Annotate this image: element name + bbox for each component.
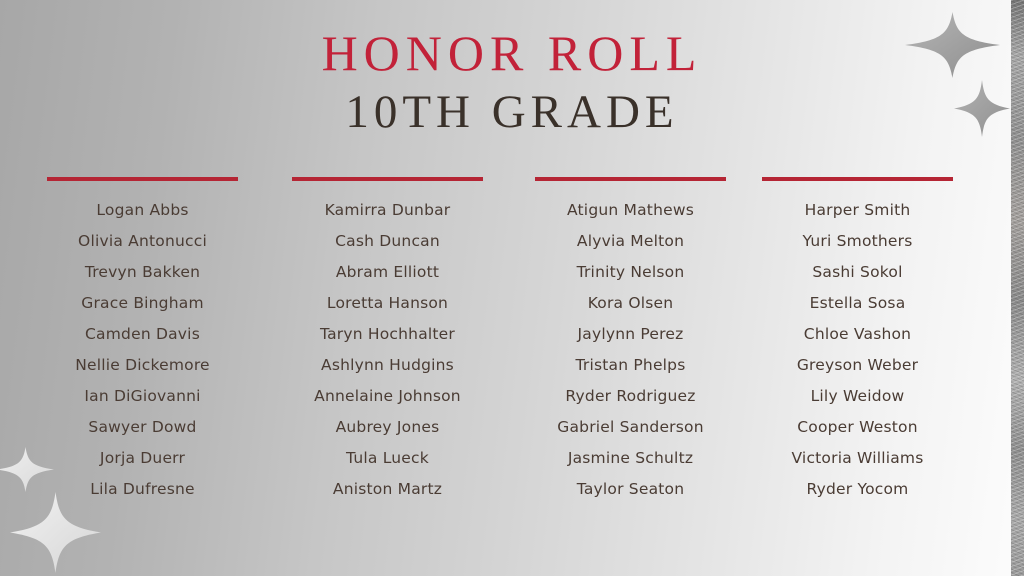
- sparkle-icon: [10, 492, 101, 573]
- student-name: Taylor Seaton: [576, 479, 685, 498]
- student-name: Nellie Dickemore: [75, 355, 210, 374]
- student-name: Alyvia Melton: [576, 231, 685, 250]
- student-name: Tristan Phelps: [575, 355, 686, 374]
- student-name: Estella Sosa: [809, 293, 906, 312]
- student-name: Ryder Rodriguez: [565, 386, 696, 405]
- name-column-1: Logan Abbs Olivia Antonucci Trevyn Bakken G…: [47, 177, 238, 504]
- student-name: Loretta Hanson: [326, 293, 449, 312]
- name-list: Kamirra Dunbar Cash Duncan Abram Elliott Lo…: [292, 194, 483, 504]
- student-name: Lila Dufresne: [90, 479, 195, 498]
- name-list: Harper Smith Yuri Smothers Sashi Sokol Este…: [762, 194, 953, 504]
- student-name: Trinity Nelson: [576, 262, 685, 281]
- student-name: Logan Abbs: [96, 200, 189, 219]
- student-name: Cash Duncan: [335, 231, 440, 250]
- student-name: Taryn Hochhalter: [320, 324, 455, 343]
- column-divider: [535, 177, 726, 181]
- student-name: Kora Olsen: [587, 293, 674, 312]
- student-name: Olivia Antonucci: [78, 231, 207, 250]
- column-divider: [292, 177, 483, 181]
- student-name: Trevyn Bakken: [84, 262, 201, 281]
- student-name: Aniston Martz: [332, 479, 443, 498]
- student-name: Grace Bingham: [81, 293, 204, 312]
- student-name: Kamirra Dunbar: [324, 200, 451, 219]
- header: HONOR ROLL 10TH GRADE: [0, 25, 1024, 138]
- student-name: Ryder Yocom: [806, 479, 909, 498]
- student-name: Atigun Mathews: [567, 200, 694, 219]
- column-divider: [762, 177, 953, 181]
- student-name: Jaylynn Perez: [577, 324, 684, 343]
- page-title: HONOR ROLL: [321, 25, 703, 81]
- student-name: Aubrey Jones: [335, 417, 440, 436]
- name-list: Atigun Mathews Alyvia Melton Trinity Nelso…: [535, 194, 726, 504]
- student-name: Camden Davis: [85, 324, 200, 343]
- name-column-4: Harper Smith Yuri Smothers Sashi Sokol Este…: [762, 177, 953, 504]
- student-name: Chloe Vashon: [803, 324, 912, 343]
- grade-subtitle: 10TH GRADE: [345, 86, 679, 138]
- student-name: Annelaine Johnson: [314, 386, 461, 405]
- name-column-2: Kamirra Dunbar Cash Duncan Abram Elliott Lo…: [292, 177, 483, 504]
- student-name: Sashi Sokol: [812, 262, 903, 281]
- student-name: Ian DiGiovanni: [84, 386, 201, 405]
- student-name: Ashlynn Hudgins: [321, 355, 454, 374]
- student-name: Victoria Williams: [791, 448, 924, 467]
- student-name: Harper Smith: [804, 200, 911, 219]
- student-name: Gabriel Sanderson: [557, 417, 704, 436]
- student-name: Sawyer Dowd: [88, 417, 197, 436]
- student-name: Abram Elliott: [335, 262, 440, 281]
- foil-edge-decoration: [1011, 0, 1024, 576]
- student-name: Tula Lueck: [346, 448, 429, 467]
- student-name: Cooper Weston: [797, 417, 918, 436]
- student-name: Jorja Duerr: [99, 448, 186, 467]
- sparkle-icon: [0, 447, 54, 492]
- name-column-3: Atigun Mathews Alyvia Melton Trinity Nelso…: [535, 177, 726, 504]
- name-list: Logan Abbs Olivia Antonucci Trevyn Bakken G…: [47, 194, 238, 504]
- student-name: Lily Weidow: [810, 386, 905, 405]
- student-name: Jasmine Schultz: [567, 448, 694, 467]
- column-divider: [47, 177, 238, 181]
- student-name: Yuri Smothers: [802, 231, 913, 250]
- student-name: Greyson Weber: [796, 355, 919, 374]
